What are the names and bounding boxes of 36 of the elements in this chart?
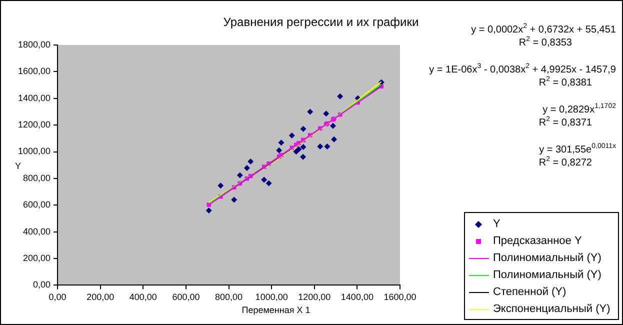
y-tick-label: 1800,00	[18, 39, 51, 50]
legend-label: Полиномиальный (Y)	[493, 252, 602, 264]
y-tick-label: 200,00	[23, 252, 51, 263]
x-axis-title: Переменная X 1	[240, 305, 312, 315]
x-tick-label: 0,00	[48, 292, 66, 302]
x-tick-label: 1400,00	[340, 292, 374, 302]
text: R$^{2}$ = 0,8272	[538, 156, 592, 168]
y-tick-label: 600,00	[23, 200, 51, 210]
x-tick-label: 1600,00	[384, 292, 416, 302]
x-tick-label: 200,00	[86, 292, 114, 302]
text: R$^{2}$ = 0,8371	[538, 116, 592, 128]
y-tick-label: 0,00	[33, 280, 51, 290]
legend-label: Предсказанное Y	[493, 234, 582, 246]
x-tick-label: 1000,00	[255, 292, 288, 302]
y-tick-label: 1600,00	[18, 66, 51, 76]
x-tick-label: 600,00	[172, 292, 200, 302]
chart-title: Уравнения регрессии и их графики	[223, 15, 419, 29]
x-tick-label: 800,00	[215, 292, 243, 302]
text: y = 301,55e$^{0,0011x}$	[539, 143, 616, 156]
y-tick-label: 1200,00	[18, 120, 51, 130]
y-tick-label: 1400,00	[18, 92, 51, 103]
y-tick-label: 1000,00	[18, 146, 51, 156]
text: R$^{2}$ = 0,8381	[538, 76, 592, 88]
legend-label: Y	[493, 218, 500, 230]
legend-label: Полиномиальный (Y)	[493, 268, 602, 280]
x-tick-label: 1200,00	[298, 292, 331, 302]
x-tick-label: 400,00	[129, 292, 157, 302]
text: y = 0,2829x$^{1,1702}$	[542, 103, 616, 116]
y-axis-title: Y	[15, 161, 22, 171]
text: y = 0,0002x$^{2}$ + 0,6732x + 55,451	[471, 23, 616, 36]
y-tick-label: 800,00	[23, 172, 51, 183]
text: R$^{2}$ = 0,8353	[518, 36, 572, 48]
text: y = 1E-06x$^{3}$ - 0,0038x$^{2}$ + 4,9925x - 1457,9	[429, 63, 616, 76]
y-tick-label: 400,00	[23, 226, 51, 236]
legend-label: Степенной (Y)	[493, 286, 566, 298]
legend-label: Экспоненциальный (Y)	[493, 302, 610, 314]
